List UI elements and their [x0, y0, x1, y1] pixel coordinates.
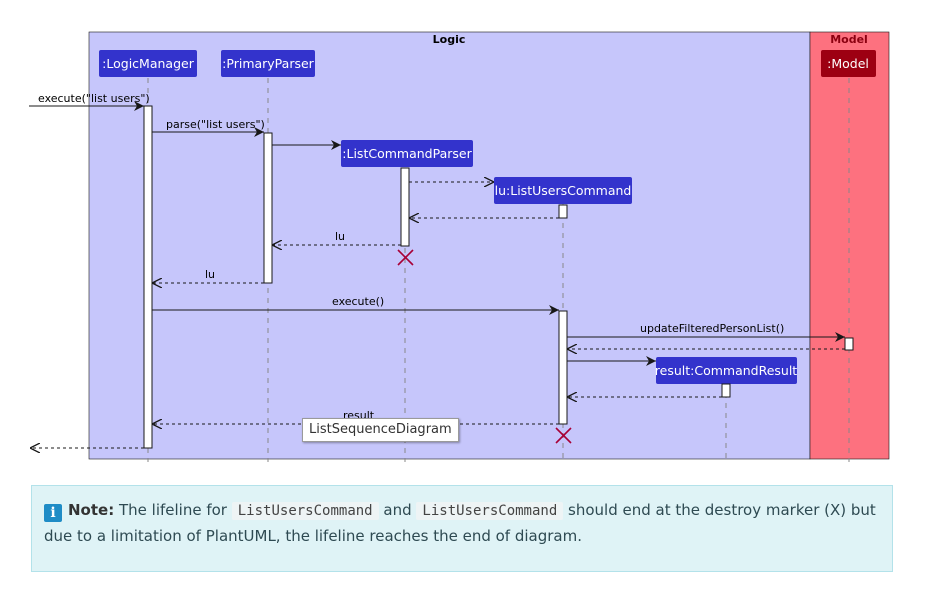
logic-box-title: Logic	[433, 33, 466, 46]
label-return-lu-parser: lu	[335, 230, 345, 243]
activation-model	[844, 337, 854, 351]
svg-text::PrimaryParser: :PrimaryParser	[222, 56, 314, 71]
participant-command-result[interactable]: result:CommandResult	[655, 357, 798, 384]
model-box-title: Model	[830, 33, 868, 46]
logic-box	[88, 31, 811, 460]
note-lead: Note:	[68, 501, 115, 519]
label-execute: execute()	[332, 295, 384, 308]
activation-list-users-command-1	[558, 204, 568, 219]
label-execute-list-users: execute("list users")	[38, 92, 150, 105]
note-text-3: should end at the destroy marker (X) but…	[44, 501, 876, 545]
svg-text::LogicManager: :LogicManager	[102, 56, 195, 71]
activation-command-result	[721, 383, 731, 398]
activation-logic-manager	[143, 105, 153, 449]
activation-primary-parser	[263, 132, 273, 284]
svg-text:lu:ListUsersCommand: lu:ListUsersCommand	[495, 183, 632, 198]
activation-list-users-command-2	[558, 310, 568, 425]
note-code-2: ListUsersCommand	[416, 502, 564, 520]
note-code-1: ListUsersCommand	[231, 502, 379, 520]
svg-text::Model: :Model	[827, 56, 869, 71]
participant-list-users-command[interactable]: lu:ListUsersCommand	[494, 177, 632, 204]
participant-list-command-parser[interactable]: :ListCommandParser	[341, 140, 473, 167]
model-box	[809, 31, 890, 460]
note-text-1: The lifeline for	[118, 501, 227, 519]
note-text-2: and	[383, 501, 412, 519]
note-box: i Note: The lifeline for ListUsersCommand…	[31, 485, 893, 572]
label-update-filtered: updateFilteredPersonList()	[640, 322, 784, 335]
label-parse-list-users: parse("list users")	[166, 118, 265, 131]
svg-text:result:CommandResult: result:CommandResult	[655, 363, 798, 378]
sequence-diagram: Logic Model :LogicManager :PrimaryParser…	[29, 31, 890, 462]
participant-primary-parser[interactable]: :PrimaryParser	[221, 50, 315, 77]
destroy-marker-parser	[397, 249, 414, 266]
label-return-lu-primary: lu	[205, 268, 215, 281]
diagram-tooltip: ListSequenceDiagram	[302, 418, 459, 442]
participant-model[interactable]: :Model	[821, 50, 876, 77]
participant-logic-manager[interactable]: :LogicManager	[99, 50, 197, 77]
svg-text::ListCommandParser: :ListCommandParser	[342, 146, 472, 161]
activation-list-command-parser	[400, 167, 410, 247]
info-icon: i	[44, 504, 62, 522]
destroy-marker-command	[555, 427, 572, 444]
